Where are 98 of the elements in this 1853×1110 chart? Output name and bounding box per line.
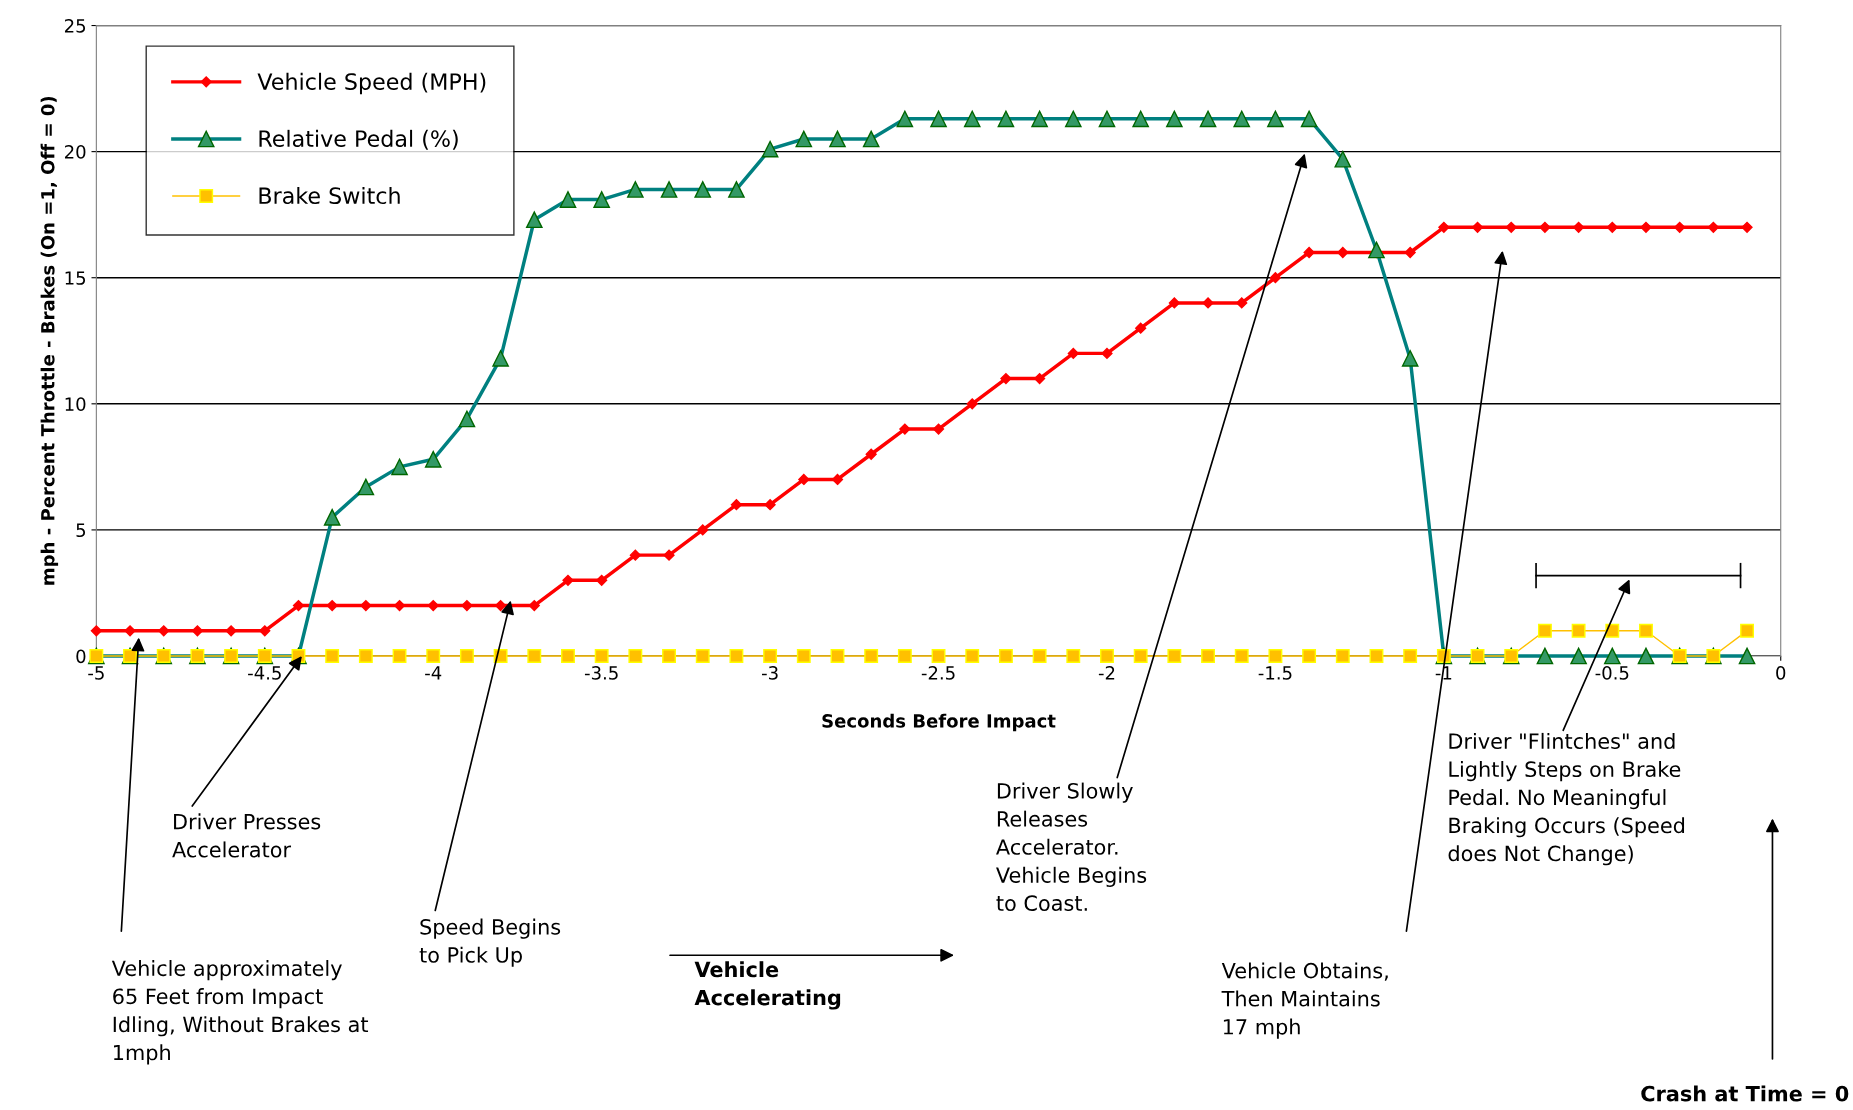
point [1505, 221, 1517, 233]
point [1740, 623, 1754, 638]
x-axis-title: Seconds Before Impact [822, 713, 1056, 732]
point [864, 649, 879, 663]
point [1000, 372, 1012, 385]
point [1168, 297, 1180, 309]
point [1066, 649, 1081, 663]
point [1335, 649, 1350, 663]
legend-label: Relative Pedal (%) [259, 129, 458, 150]
y-axis-title: mph - Percent Throttle - Brakes (On =1, Off = 0) [40, 96, 59, 585]
annotation: Driver Presses Accelerator [172, 813, 321, 858]
y-tick-label: 5 [76, 523, 86, 538]
x-tick-label: -1.5 [1258, 666, 1292, 680]
point [729, 649, 744, 663]
legend-label: Brake Switch [259, 186, 400, 205]
point [1438, 221, 1450, 233]
point [1302, 649, 1317, 663]
point [1741, 221, 1753, 233]
point [931, 649, 946, 663]
point [897, 649, 912, 663]
x-tick-label: -3 [761, 666, 778, 680]
point [461, 599, 473, 612]
x-tick-label: -5 [88, 666, 104, 680]
point [763, 649, 778, 663]
point [90, 625, 102, 637]
point [1201, 649, 1215, 663]
text: Crash at Time = 0 [1641, 1085, 1849, 1102]
text: Vehicle Obtains, Then Maintains 17 mph [1221, 962, 1388, 1039]
point [830, 649, 845, 663]
point [1539, 221, 1551, 233]
point [459, 649, 474, 663]
y-tick-label: 0 [76, 649, 86, 664]
point [326, 599, 338, 612]
point [562, 574, 574, 586]
point [1067, 347, 1079, 359]
point [527, 649, 542, 663]
text: Driver "Flintches" and Lightly Steps on Brake Pedal. No Meaningful Braking Occurs (Speed does Not Change) [1448, 732, 1685, 866]
text: Vehicle approximately 65 Feet from Impact Idling, Without Brakes at 1mph [111, 960, 369, 1065]
x-tick-label: -4.5 [248, 666, 281, 680]
point [392, 649, 407, 663]
x-tick-label: 0 [1776, 666, 1786, 680]
point [1269, 272, 1282, 284]
point [561, 649, 575, 663]
point [1100, 649, 1114, 663]
point [629, 549, 641, 561]
point [1032, 649, 1047, 663]
point [124, 625, 136, 637]
point [1640, 221, 1652, 233]
point [695, 649, 710, 663]
point [1606, 221, 1618, 233]
point [1167, 649, 1182, 663]
point [965, 649, 980, 663]
x-tick-label: -4 [425, 666, 442, 680]
point [1537, 623, 1552, 638]
x-tick-label: -0.5 [1595, 666, 1629, 680]
point [325, 649, 340, 663]
point [865, 448, 877, 460]
x-tick-label: -2.5 [921, 666, 955, 680]
point [1101, 347, 1113, 359]
point [1133, 649, 1148, 663]
x-tick-label: -3.5 [584, 666, 618, 680]
point [697, 524, 709, 536]
point [225, 625, 237, 637]
point [158, 625, 170, 637]
point [594, 649, 609, 663]
text: Vehicle Accelerating [694, 961, 841, 1010]
annotation: Speed Begins to Pick Up [419, 918, 561, 967]
point [1403, 649, 1418, 663]
point [358, 649, 373, 663]
point [628, 649, 643, 663]
point [426, 649, 441, 663]
y-tick-label: 25 [64, 18, 86, 33]
point [1234, 649, 1249, 663]
point [663, 549, 675, 561]
point [1034, 372, 1046, 385]
point [1135, 322, 1147, 334]
point [259, 625, 271, 637]
point [360, 599, 372, 612]
point [899, 423, 911, 435]
point [1571, 623, 1586, 638]
point [596, 574, 608, 586]
legend-label: Vehicle Speed (MPH) [257, 72, 486, 95]
point [1268, 649, 1283, 663]
point [1303, 246, 1315, 259]
point [966, 398, 978, 410]
point [796, 649, 811, 663]
y-tick-label: 15 [65, 271, 86, 285]
text: Driver Slowly Releases Accelerator. Vehicle Begins to Coast. [996, 782, 1147, 912]
point [764, 499, 776, 511]
point [1639, 623, 1653, 638]
y-tick-label: 10 [65, 397, 86, 411]
point [662, 649, 676, 663]
point [1236, 297, 1248, 309]
y-tick-label: 20 [64, 145, 86, 159]
point [1369, 649, 1384, 663]
point [998, 649, 1013, 663]
x-tick-label: -2 [1098, 666, 1115, 680]
point [1605, 623, 1620, 638]
